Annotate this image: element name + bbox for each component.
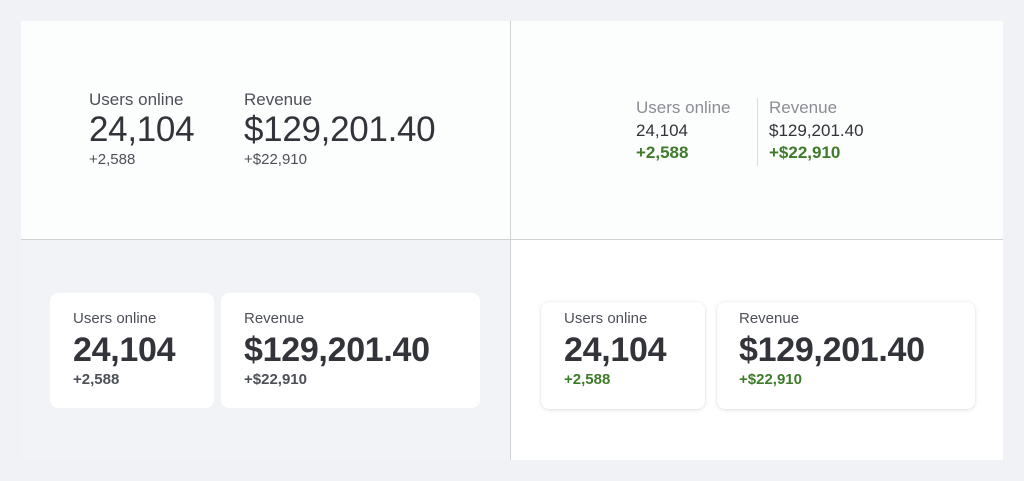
stat-card-revenue: Revenue $129,201.40 +$22,910 bbox=[717, 302, 975, 409]
stat-revenue: Revenue $129,201.40 +$22,910 bbox=[769, 98, 864, 163]
stat-card-content: Users online 24,104 +2,588 bbox=[564, 310, 667, 389]
stat-value: $129,201.40 bbox=[769, 121, 864, 140]
vertical-divider bbox=[510, 21, 511, 460]
stat-label: Users online bbox=[636, 98, 731, 117]
stat-label: Revenue bbox=[244, 310, 305, 327]
stat-card-revenue: Revenue $129,201.40 +$22,910 bbox=[221, 293, 480, 408]
stat-card-users-online: Users online 24,104 +2,588 bbox=[50, 293, 214, 408]
stat-card-content: Revenue $129,201.40 +$22,910 bbox=[739, 310, 925, 389]
stat-value: $129,201.40 bbox=[244, 110, 436, 149]
stat-card-users-online: Users online 24,104 +2,588 bbox=[541, 302, 705, 409]
horizontal-divider bbox=[21, 239, 1003, 240]
stat-delta: +$22,910 bbox=[769, 143, 841, 162]
stat-value: 24,104 bbox=[89, 110, 195, 149]
stat-label: Users online bbox=[73, 310, 157, 327]
stat-delta: +$22,910 bbox=[739, 371, 802, 388]
stat-label: Revenue bbox=[739, 310, 800, 327]
stat-label: Revenue bbox=[244, 90, 313, 109]
stat-users-online: Users online 24,104 +2,588 bbox=[636, 98, 731, 163]
stat-delta: +$22,910 bbox=[244, 151, 307, 168]
stat-value: 24,104 bbox=[73, 331, 176, 369]
stat-group-cards-flat: Users online 24,104 +2,588 Revenue $129,… bbox=[21, 240, 510, 460]
stat-value: 24,104 bbox=[564, 331, 667, 369]
stat-value: 24,104 bbox=[636, 121, 688, 140]
stat-value: $129,201.40 bbox=[739, 331, 925, 369]
stat-label: Revenue bbox=[769, 98, 838, 117]
stat-delta: +2,588 bbox=[564, 371, 611, 388]
stat-value: $129,201.40 bbox=[244, 331, 430, 369]
stat-delta: +2,588 bbox=[636, 143, 689, 162]
stat-group-compact: Users online 24,104 +2,588 Revenue $129,… bbox=[511, 21, 1003, 239]
stat-revenue: Revenue $129,201.40 +$22,910 bbox=[244, 90, 436, 169]
stat-users-online: Users online 24,104 +2,588 bbox=[89, 90, 195, 169]
stat-group-cards-elevated: Users online 24,104 +2,588 Revenue $129,… bbox=[511, 240, 1003, 460]
stat-card-content: Users online 24,104 +2,588 bbox=[73, 310, 176, 389]
stat-label: Users online bbox=[564, 310, 648, 327]
stats-showcase-frame: Users online 24,104 +2,588 Revenue $129,… bbox=[21, 21, 1003, 460]
stat-label: Users online bbox=[89, 90, 184, 109]
stat-delta: +2,588 bbox=[89, 151, 136, 168]
stat-group-plain: Users online 24,104 +2,588 Revenue $129,… bbox=[21, 21, 510, 239]
stat-card-content: Revenue $129,201.40 +$22,910 bbox=[244, 310, 430, 389]
stat-delta: +2,588 bbox=[73, 371, 120, 388]
stat-delta: +$22,910 bbox=[244, 371, 307, 388]
stat-divider bbox=[757, 98, 758, 166]
